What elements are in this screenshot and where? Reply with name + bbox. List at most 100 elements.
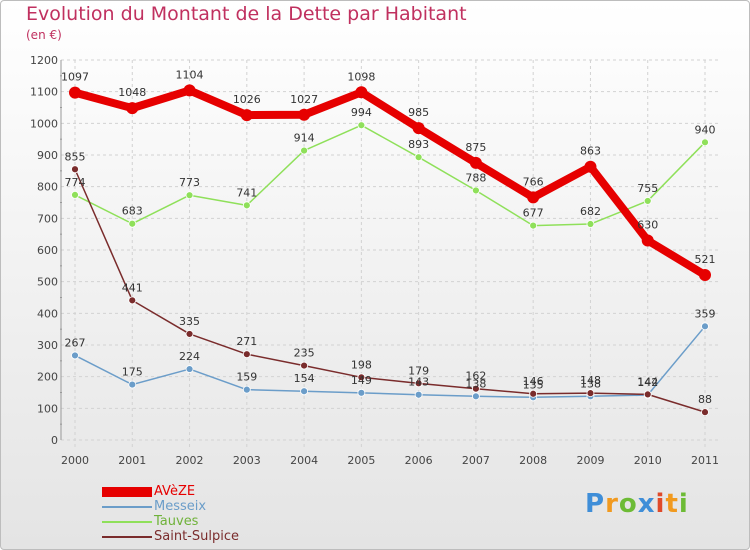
series-line-0 — [71, 86, 709, 280]
data-label: 630 — [637, 219, 658, 232]
data-label: 441 — [122, 281, 143, 294]
data-label: 138 — [580, 377, 601, 390]
data-point — [300, 361, 308, 370]
data-point — [128, 219, 137, 228]
data-label: 359 — [695, 307, 716, 320]
y-tick-label: 200 — [37, 371, 58, 384]
chart-title: Evolution du Montant de la Dette par Hab… — [26, 3, 467, 25]
data-point — [586, 389, 595, 398]
y-tick-label: 100 — [37, 402, 58, 415]
data-point — [185, 191, 194, 200]
x-tick-label: 2008 — [519, 454, 547, 467]
data-label: 875 — [465, 141, 486, 154]
data-point — [242, 385, 251, 394]
data-point — [701, 138, 709, 147]
data-label: 179 — [408, 364, 429, 377]
data-label: 985 — [408, 106, 429, 119]
series-line-1 — [74, 325, 706, 398]
data-point — [185, 365, 194, 373]
data-point — [414, 153, 423, 162]
data-point — [126, 102, 139, 115]
data-point — [69, 86, 81, 99]
data-point — [529, 221, 538, 230]
legend-swatch — [102, 506, 152, 508]
legend-swatch — [102, 487, 152, 497]
data-point — [183, 84, 196, 97]
x-tick-label: 2005 — [347, 454, 375, 467]
data-label: 682 — [580, 205, 601, 218]
legend-label: Saint-Sulpice — [154, 529, 239, 544]
data-label: 1027 — [290, 93, 318, 106]
data-point — [242, 350, 251, 359]
data-label: 198 — [351, 358, 372, 371]
series-line-3 — [74, 168, 706, 413]
data-label: 1098 — [347, 70, 375, 83]
data-point — [412, 122, 425, 135]
data-label: 175 — [122, 366, 143, 379]
data-point — [699, 269, 711, 282]
y-tick-label: 500 — [37, 276, 58, 289]
y-unit-label: (en €) — [26, 28, 62, 42]
data-label: 138 — [465, 377, 486, 390]
data-label: 774 — [65, 176, 86, 189]
data-point — [357, 121, 366, 130]
series-line-2 — [74, 124, 706, 227]
data-point — [128, 296, 137, 305]
data-point — [357, 388, 366, 397]
y-tick-label: 700 — [37, 212, 58, 225]
logo-letter: t — [665, 489, 679, 519]
data-label: 224 — [179, 350, 200, 363]
data-label: 267 — [65, 336, 86, 349]
data-label: 863 — [580, 145, 601, 158]
data-label: 154 — [294, 372, 315, 385]
data-point — [586, 220, 595, 228]
x-tick-label: 2010 — [634, 454, 662, 467]
data-label: 677 — [523, 207, 544, 220]
data-point — [71, 190, 79, 199]
data-label: 135 — [523, 378, 544, 391]
data-point — [300, 387, 308, 396]
data-point — [643, 390, 652, 399]
data-point — [529, 389, 538, 398]
data-label: 893 — [408, 138, 429, 151]
data-point — [641, 234, 654, 247]
data-label: 755 — [637, 182, 658, 195]
data-point — [357, 373, 366, 382]
y-tick-label: 300 — [37, 339, 58, 352]
data-point — [472, 392, 480, 401]
logo-letter: r — [605, 489, 619, 519]
y-tick-label: 900 — [37, 149, 58, 162]
data-label: 940 — [695, 123, 716, 136]
data-point — [414, 379, 423, 388]
y-tick-label: 800 — [37, 181, 58, 194]
data-label: 741 — [236, 186, 257, 199]
data-label: 1026 — [233, 93, 261, 106]
data-label: 1048 — [118, 86, 146, 99]
data-point — [701, 408, 709, 417]
y-tick-label: 1000 — [30, 117, 58, 130]
data-label: 994 — [351, 106, 372, 119]
logo-letter: i — [678, 489, 689, 519]
data-label: 146 — [523, 375, 544, 388]
data-label: 148 — [580, 374, 601, 387]
data-point — [242, 201, 251, 210]
data-label: 144 — [637, 375, 658, 388]
data-point — [472, 186, 480, 195]
x-tick-label: 2011 — [691, 454, 719, 467]
legend-swatch — [102, 536, 152, 538]
y-tick-label: 0 — [51, 434, 58, 447]
data-label: 521 — [695, 253, 716, 266]
x-tick-label: 2007 — [462, 454, 490, 467]
data-label: 1097 — [61, 71, 89, 84]
x-tick-label: 2006 — [405, 454, 433, 467]
logo-letter: x — [637, 489, 656, 519]
data-point — [414, 390, 423, 399]
data-label: 88 — [698, 393, 712, 406]
logo-letter: i — [655, 489, 666, 519]
data-label: 773 — [179, 176, 200, 189]
data-point — [472, 384, 480, 393]
x-tick-label: 2001 — [118, 454, 146, 467]
data-label: 142 — [637, 376, 658, 389]
data-point — [469, 156, 482, 169]
